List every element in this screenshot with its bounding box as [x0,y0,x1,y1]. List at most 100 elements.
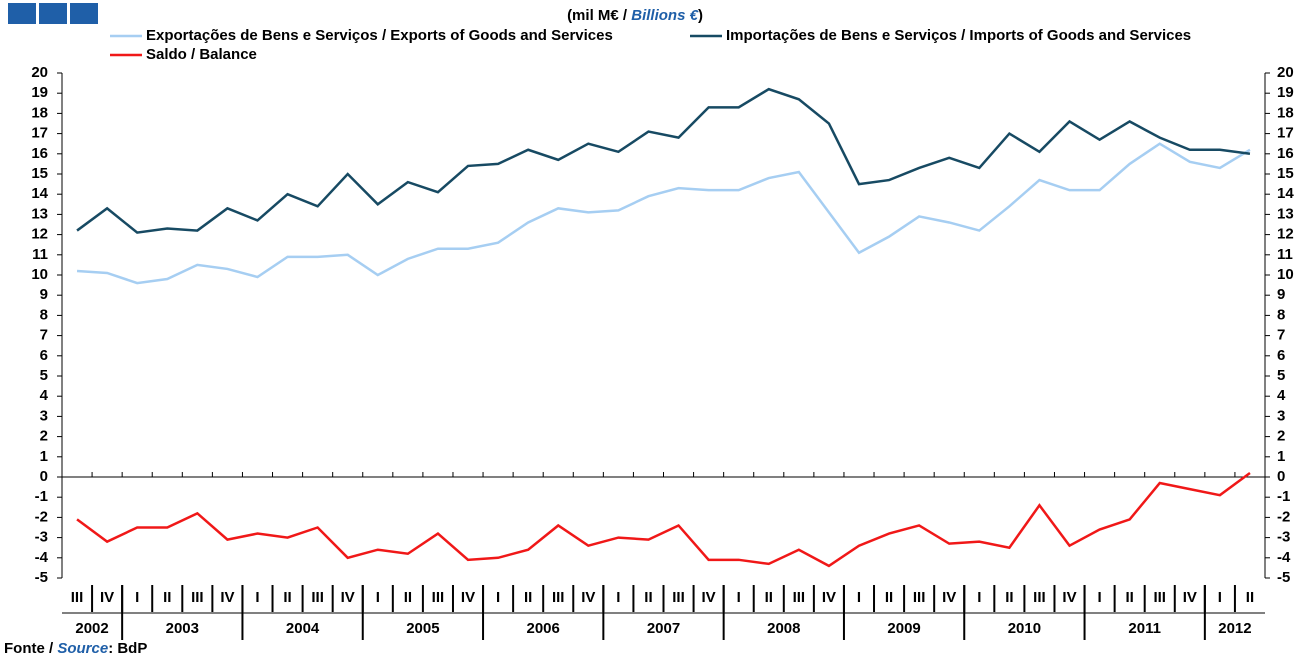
x-tick-label: II [404,589,412,606]
y-tick-label-right: 15 [1277,165,1294,182]
x-tick-label: I [977,589,981,606]
y-tick-label-right: 0 [1277,468,1285,485]
y-tick-label-right: 8 [1277,306,1285,323]
year-label: 2012 [1218,620,1251,637]
y-tick-label-right: 20 [1277,64,1294,81]
logo-block [70,3,98,24]
x-tick-label: I [135,589,139,606]
x-tick-label: II [644,589,652,606]
y-tick-label: 7 [40,327,48,344]
x-tick-label: III [311,589,324,606]
y-tick-label: 3 [40,407,48,424]
y-tick-label-right: 9 [1277,286,1285,303]
y-tick-label-right: 11 [1277,246,1293,263]
x-tick-label: II [524,589,532,606]
y-tick-label-right: 7 [1277,327,1285,344]
x-tick-label: II [1246,589,1254,606]
source-en: Source [57,640,108,657]
x-tick-label: I [616,589,620,606]
y-tick-label-right: -1 [1277,488,1290,505]
y-tick-label-right: -5 [1277,569,1290,586]
y-tick-label: -2 [35,508,48,525]
y-tick-label: 17 [31,125,48,142]
y-tick-label: 19 [31,84,48,101]
title-pt: (mil M€ / [567,7,631,24]
x-tick-label: II [283,589,291,606]
chart-title: (mil M€ / Billions €) [567,7,703,24]
y-tick-label-right: 3 [1277,407,1285,424]
x-tick-label: IV [100,589,114,606]
year-label: 2006 [527,620,560,637]
y-tick-label: 9 [40,286,48,303]
y-tick-label-right: 13 [1277,205,1294,222]
y-tick-label: 1 [40,448,48,465]
year-label: 2005 [406,620,439,637]
legend-label: Importações de Bens e Serviços / Imports… [726,27,1191,44]
title-en: Billions € [631,7,698,24]
x-tick-label: III [552,589,565,606]
y-tick-label: -3 [35,529,48,546]
year-label: 2002 [75,620,108,637]
x-tick-label: III [793,589,806,606]
x-tick-label: II [885,589,893,606]
year-label: 2009 [887,620,920,637]
y-tick-label-right: 1 [1277,448,1285,465]
series-line [76,471,1251,568]
y-tick-label-right: 2 [1277,428,1285,445]
y-tick-label: 14 [31,185,48,202]
source: Fonte / Source: BdP [4,640,147,657]
x-tick-label: IV [822,589,836,606]
year-label: 2003 [166,620,199,637]
x-tick-label: III [1153,589,1166,606]
y-tick-label: 12 [31,226,48,243]
x-tick-label: IV [461,589,475,606]
y-tick-label-right: 5 [1277,367,1285,384]
x-tick-label: I [1218,589,1222,606]
y-tick-label: 11 [32,246,48,263]
logo-block [8,3,36,24]
series-line [76,87,1251,234]
y-tick-label-right: 6 [1277,347,1285,364]
x-tick-label: I [496,589,500,606]
logo-block [39,3,67,24]
y-tick-label: 16 [31,145,48,162]
y-tick-label: 13 [31,205,48,222]
x-tick-label: III [672,589,685,606]
x-tick-label: IV [581,589,595,606]
x-tick-label: III [1033,589,1046,606]
y-tick-label-right: -4 [1277,549,1291,566]
y-tick-label-right: 19 [1277,84,1294,101]
year-label: 2007 [647,620,680,637]
y-tick-label-right: 16 [1277,145,1294,162]
y-tick-label: 18 [31,104,48,121]
source-value: : BdP [108,640,147,657]
y-tick-label: -4 [35,549,49,566]
y-tick-label: 2 [40,428,48,445]
y-tick-label: 6 [40,347,48,364]
y-tick-label-right: 12 [1277,226,1294,243]
y-tick-label: 8 [40,306,48,323]
x-tick-label: IV [1183,589,1197,606]
x-tick-label: I [737,589,741,606]
y-tick-label: 5 [40,367,48,384]
y-tick-label-right: 18 [1277,104,1294,121]
x-tick-label: IV [1062,589,1076,606]
y-tick-label: 4 [40,387,49,404]
y-tick-label: -5 [35,569,48,586]
x-tick-label: III [913,589,926,606]
x-tick-label: IV [702,589,716,606]
year-label: 2011 [1128,620,1161,637]
y-tick-label: 15 [31,165,48,182]
y-tick-label-right: 14 [1277,185,1294,202]
x-tick-label: I [1098,589,1102,606]
x-tick-label: I [857,589,861,606]
y-tick-label: -1 [35,488,48,505]
x-tick-label: IV [341,589,355,606]
source-pt: Fonte / [4,640,57,657]
y-tick-label: 0 [40,468,48,485]
x-tick-label: I [376,589,380,606]
year-label: 2010 [1008,620,1041,637]
x-tick-label: III [71,589,84,606]
x-tick-label: I [255,589,259,606]
